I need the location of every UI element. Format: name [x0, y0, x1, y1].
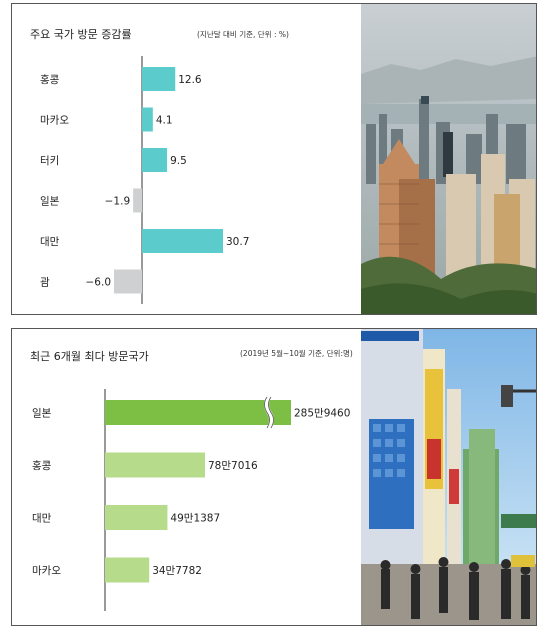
bar [142, 229, 223, 253]
category-label: 일본 [40, 195, 60, 208]
bar [105, 505, 168, 530]
category-label: 마카오 [40, 115, 69, 127]
data-label: 49만1387 [170, 513, 220, 525]
shopping-street-photo [361, 329, 536, 625]
bar-chart-top-destinations: 일본 285만9460 홍콩 78만7016 대만 49만1387 마카오 34만7782 [32, 389, 350, 611]
data-label: 12.6 [178, 74, 202, 86]
data-label: −6.0 [86, 277, 112, 289]
category-label: 괌 [40, 277, 50, 289]
category-label: 마카오 [32, 565, 61, 577]
chart-panel-visit-change: 주요 국가 방문 증감률 (지난달 대비 기준, 단위 : %) 홍콩 12.6 마… [11, 3, 537, 315]
data-label: 9.5 [170, 155, 187, 167]
data-label: 285만9460 [294, 408, 350, 420]
axis-break-line [268, 396, 274, 429]
bar [105, 400, 291, 425]
category-label: 대만 [32, 513, 52, 525]
city-skyline-image [361, 4, 536, 314]
bar-chart-visit-change: 홍콩 12.6 마카오 4.1 터키 9.5 일본 −1.9 대만 30.7 괌 −6.0 [40, 56, 249, 304]
data-label: 78만7016 [208, 460, 258, 472]
bar [105, 452, 205, 478]
category-label: 대만 [40, 236, 60, 248]
chart-panel-top-destinations: 최근 6개월 최다 방문국가 (2019년 5월~10월 기준, 단위:명) 일… [11, 328, 537, 626]
chart-unit-note: (지난달 대비 기준, 단위 : %) [197, 30, 289, 39]
axis-break-mark [264, 395, 274, 430]
bar [133, 188, 142, 213]
axis-break-line [264, 396, 270, 429]
bar [114, 269, 142, 294]
data-label: 4.1 [156, 115, 173, 127]
bar [105, 557, 150, 583]
data-label: 34만7782 [152, 565, 202, 577]
street-scene-image [361, 329, 536, 625]
category-label: 일본 [32, 407, 52, 420]
hong-kong-skyline-photo [361, 4, 536, 314]
data-label: −1.9 [105, 196, 131, 208]
chart-unit-note: (2019년 5월~10월 기준, 단위:명) [240, 349, 353, 358]
bar [142, 67, 176, 91]
chart-title: 주요 국가 방문 증감률 [30, 28, 132, 41]
bar [142, 107, 153, 132]
category-label: 홍콩 [40, 73, 60, 86]
category-label: 홍콩 [32, 459, 52, 472]
data-label: 30.7 [226, 236, 249, 248]
category-label: 터키 [40, 155, 59, 167]
bar [142, 148, 168, 172]
chart-title: 최근 6개월 최다 방문국가 [30, 350, 149, 363]
